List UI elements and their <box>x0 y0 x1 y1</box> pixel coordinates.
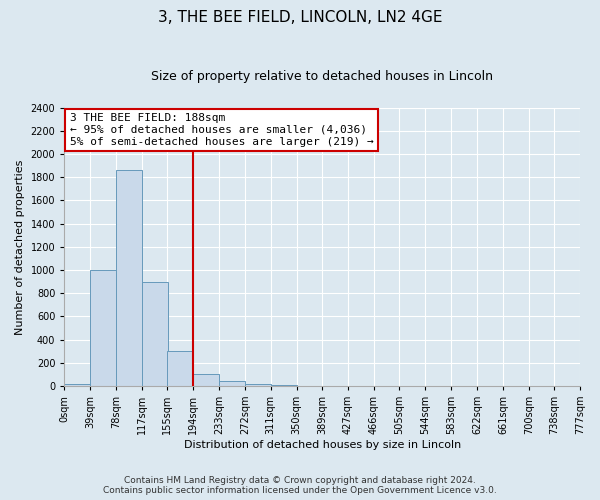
Bar <box>193 374 219 386</box>
Bar <box>245 384 271 386</box>
Text: Contains HM Land Registry data © Crown copyright and database right 2024.
Contai: Contains HM Land Registry data © Crown c… <box>103 476 497 495</box>
Y-axis label: Number of detached properties: Number of detached properties <box>15 159 25 334</box>
Bar <box>219 380 245 386</box>
Bar <box>142 282 168 386</box>
Bar <box>64 384 90 386</box>
Bar <box>90 270 116 386</box>
Bar <box>167 351 193 386</box>
X-axis label: Distribution of detached houses by size in Lincoln: Distribution of detached houses by size … <box>184 440 461 450</box>
Bar <box>116 170 142 386</box>
Text: 3, THE BEE FIELD, LINCOLN, LN2 4GE: 3, THE BEE FIELD, LINCOLN, LN2 4GE <box>158 10 442 25</box>
Text: 3 THE BEE FIELD: 188sqm
← 95% of detached houses are smaller (4,036)
5% of semi-: 3 THE BEE FIELD: 188sqm ← 95% of detache… <box>70 114 374 146</box>
Title: Size of property relative to detached houses in Lincoln: Size of property relative to detached ho… <box>151 70 493 83</box>
